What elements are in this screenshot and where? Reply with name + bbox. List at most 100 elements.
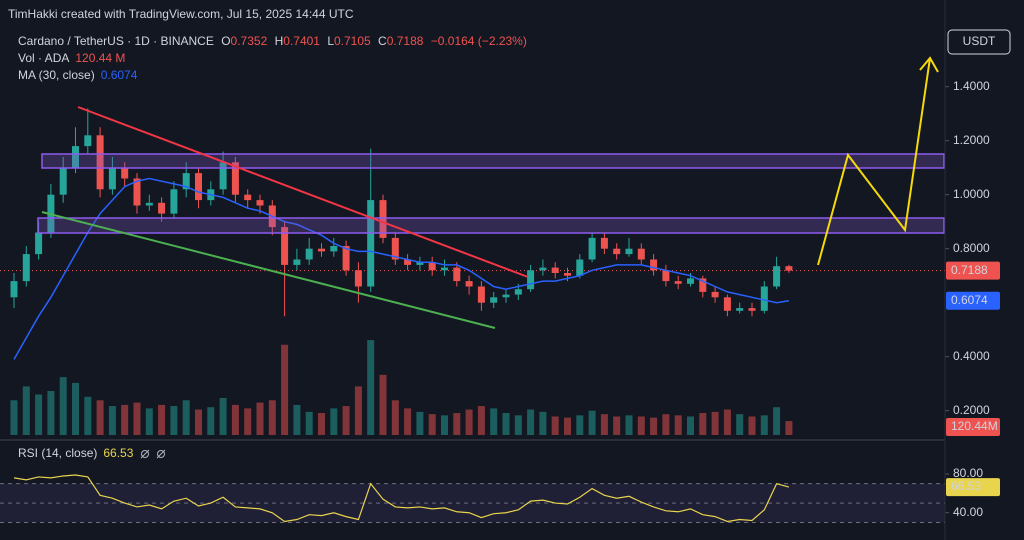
candle-body bbox=[723, 297, 731, 311]
ohlc-letter: H bbox=[275, 34, 284, 48]
volume-bar bbox=[108, 406, 116, 435]
candle-body bbox=[465, 281, 473, 287]
last-price-label-box bbox=[946, 261, 1000, 280]
rsi-y-tick-label: 80.00 bbox=[953, 466, 983, 480]
last-price-label: 0.7188 bbox=[951, 263, 988, 277]
y-tick-label: 0.8000 bbox=[953, 241, 990, 255]
y-tick-label: 0.4000 bbox=[953, 349, 990, 363]
candle-body bbox=[600, 237, 608, 249]
ohlc-value: 0.7105 bbox=[334, 34, 371, 48]
volume-bar bbox=[293, 404, 301, 435]
candle-body bbox=[219, 162, 227, 190]
ma-value: 0.6074 bbox=[101, 68, 138, 82]
volume-bar bbox=[736, 414, 744, 435]
volume-bar bbox=[342, 406, 350, 435]
volume-bar bbox=[182, 400, 190, 435]
volume-axis-label-box bbox=[946, 418, 1000, 436]
rsi-value: 66.53 bbox=[103, 446, 133, 460]
symbol-title: Cardano / TetherUS · 1D · BINANCE bbox=[18, 34, 214, 48]
volume-bar bbox=[59, 377, 67, 435]
candle-body bbox=[428, 262, 436, 271]
volume-bar bbox=[330, 408, 338, 435]
volume-bar bbox=[195, 409, 202, 435]
volume-bar bbox=[576, 415, 584, 435]
volume-bar bbox=[477, 406, 485, 435]
candle-body bbox=[256, 200, 264, 206]
volume-bar bbox=[650, 417, 658, 435]
volume-bar bbox=[514, 415, 522, 435]
candle-body bbox=[145, 202, 153, 206]
ma-price-label-box bbox=[946, 291, 1000, 310]
volume-bar bbox=[760, 415, 768, 435]
volume-bar bbox=[687, 416, 694, 435]
candle-body bbox=[35, 232, 43, 255]
candle-body bbox=[539, 267, 547, 271]
volume-bar bbox=[10, 400, 18, 435]
y-tick-label: 1.2000 bbox=[953, 133, 990, 147]
volume-bar bbox=[723, 409, 731, 435]
volume-bar bbox=[268, 400, 276, 435]
volume-bar bbox=[72, 382, 79, 435]
volume-bar bbox=[613, 416, 621, 435]
volume-bar bbox=[428, 414, 436, 435]
candle-body bbox=[22, 254, 30, 282]
candle-body bbox=[674, 281, 682, 284]
currency-label[interactable]: USDT bbox=[963, 34, 996, 48]
candle-body bbox=[416, 262, 424, 265]
volume-bar bbox=[404, 408, 412, 435]
volume-legend: Vol · ADA 120.44 M bbox=[18, 51, 125, 65]
volume-bar bbox=[133, 402, 141, 435]
volume-bar bbox=[84, 396, 92, 435]
lower-trend-line bbox=[41, 211, 496, 329]
candle-body bbox=[244, 194, 252, 201]
icon bbox=[157, 450, 165, 458]
rsi-axis-label-box bbox=[946, 478, 1000, 497]
volume-bar bbox=[244, 408, 252, 435]
volume-bar bbox=[22, 386, 30, 435]
volume-bar bbox=[551, 416, 559, 435]
candle-body bbox=[318, 248, 325, 252]
back-layer bbox=[0, 86, 949, 523]
volume-bar bbox=[367, 340, 375, 435]
candle-body bbox=[170, 189, 178, 214]
volume-axis-label: 120.44M bbox=[951, 419, 998, 433]
candle-body bbox=[96, 135, 104, 190]
volume-bar bbox=[699, 413, 707, 435]
candle-body bbox=[293, 259, 301, 265]
change: −0.0164 (−2.23%) bbox=[431, 34, 527, 48]
ohlc-letter: L bbox=[327, 34, 334, 48]
ohlc-letter: O bbox=[221, 34, 230, 48]
projection-arrowhead bbox=[919, 56, 939, 73]
volume-bar bbox=[465, 409, 473, 435]
candle-body bbox=[84, 135, 92, 147]
candle-body bbox=[158, 202, 166, 214]
candle-body bbox=[72, 146, 79, 168]
candle-body bbox=[502, 294, 510, 298]
volume-bar bbox=[219, 397, 227, 435]
volume-bar bbox=[47, 391, 55, 435]
y-tick-label: 0.2000 bbox=[953, 403, 990, 417]
volume-bar bbox=[502, 413, 510, 435]
rsi-icons bbox=[140, 449, 166, 459]
icon bbox=[156, 449, 166, 459]
candle-body bbox=[477, 286, 485, 303]
candle-body bbox=[354, 270, 362, 287]
candle-body bbox=[551, 267, 559, 273]
candle-body bbox=[195, 173, 202, 201]
ohlc-value: 0.7188 bbox=[387, 34, 424, 48]
legend-title: Cardano / TetherUS · 1D · BINANCE O0.735… bbox=[18, 34, 527, 48]
volume-bar bbox=[637, 416, 645, 435]
icon bbox=[141, 450, 149, 458]
rsi-y-tick-label: 40.00 bbox=[953, 505, 983, 519]
ma-legend: MA (30, close) 0.6074 bbox=[18, 68, 138, 82]
candle-body bbox=[588, 237, 596, 260]
currency-button[interactable] bbox=[947, 29, 1011, 55]
rsi-name: RSI (14, close) bbox=[18, 446, 97, 460]
candle-body bbox=[59, 167, 67, 195]
candle-body bbox=[10, 281, 18, 298]
candle-body bbox=[576, 259, 584, 276]
volume-bar bbox=[379, 374, 387, 435]
candle-body bbox=[441, 267, 448, 271]
volume-bar bbox=[256, 402, 264, 435]
candle-body bbox=[637, 248, 645, 260]
